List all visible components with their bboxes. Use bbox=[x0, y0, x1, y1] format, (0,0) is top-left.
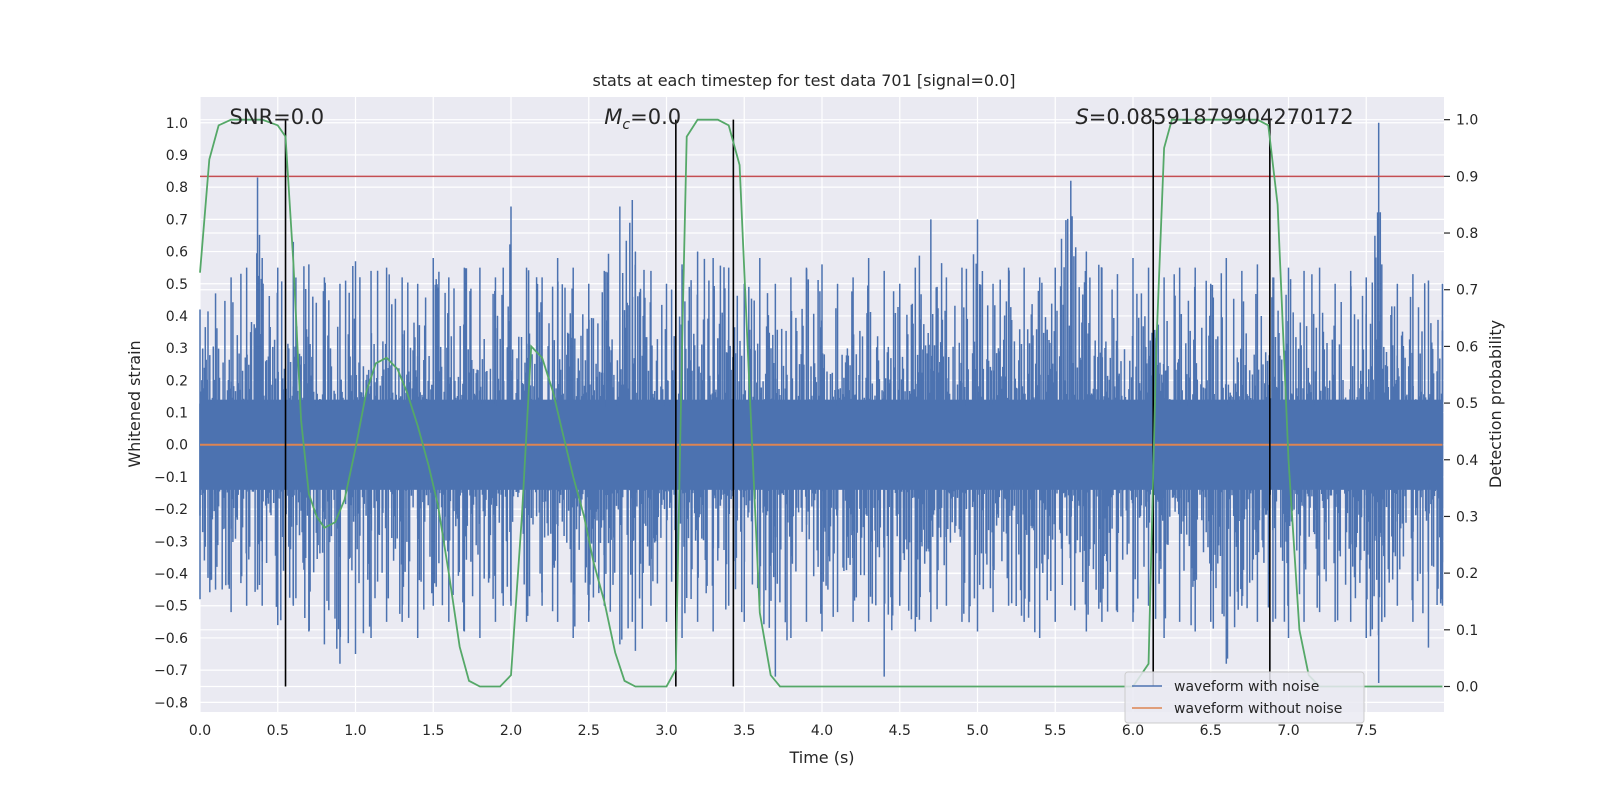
y-left-tick-label: 0.1 bbox=[166, 406, 188, 422]
legend-label-noise: waveform with noise bbox=[1174, 679, 1319, 695]
y-left-axis-ticks: −0.8 −0.7 −0.6 −0.5 −0.4 −0.3 −0.2 −0.1 0.0 0.1 0.… bbox=[154, 116, 188, 712]
annotation-symbol: S bbox=[1075, 105, 1088, 129]
x-tick-label: 0.0 bbox=[189, 723, 211, 739]
legend-box bbox=[1124, 671, 1365, 724]
x-tick-label: 4.0 bbox=[811, 723, 833, 739]
x-tick-label: 2.5 bbox=[578, 723, 600, 739]
y-right-tick-label: 1.0 bbox=[1456, 113, 1478, 129]
y-right-tick-label: 0.7 bbox=[1456, 283, 1478, 299]
y-left-tick-label: 0.5 bbox=[166, 277, 188, 293]
annotation-2: S=0.08591879904270172 bbox=[1075, 105, 1353, 129]
y-right-tick-label: 0.2 bbox=[1456, 566, 1478, 582]
x-tick-label: 6.0 bbox=[1122, 723, 1144, 739]
y-left-tick-label: −0.1 bbox=[154, 470, 188, 486]
y-left-tick-label: 0.8 bbox=[166, 180, 188, 196]
y-left-tick-label: 0.4 bbox=[166, 309, 188, 325]
x-axis-label: Time (s) bbox=[788, 748, 854, 767]
chart-title: stats at each timestep for test data 701… bbox=[592, 71, 1015, 90]
x-tick-label: 5.0 bbox=[966, 723, 988, 739]
x-axis-ticks: 0.0 0.5 1.0 1.5 2.0 2.5 3.0 3.5 4.0 4.5 5.0 5.5 6.0 6… bbox=[189, 723, 1378, 739]
annotation-0: SNR=0.0 bbox=[230, 105, 325, 129]
probability-series bbox=[199, 118, 1443, 688]
x-tick-label: 3.5 bbox=[733, 723, 755, 739]
vertical-markers bbox=[284, 119, 1271, 687]
x-tick-label: 3.0 bbox=[655, 723, 677, 739]
x-tick-label: 1.0 bbox=[344, 723, 366, 739]
y-right-tick-label: 0.6 bbox=[1456, 339, 1478, 355]
annotations: SNR=0.0 Mc=0.0 S=0.08591879904270172 bbox=[230, 105, 1354, 133]
y-left-tick-label: −0.5 bbox=[154, 599, 188, 615]
y-right-tick-label: 0.3 bbox=[1456, 509, 1478, 525]
y-left-tick-label: 0.6 bbox=[166, 245, 188, 261]
y-right-tick-label: 0.1 bbox=[1456, 623, 1478, 639]
y-right-tick-label: 0.9 bbox=[1456, 169, 1478, 185]
annotation-1: Mc=0.0 bbox=[604, 105, 681, 133]
y-left-tick-label: −0.2 bbox=[154, 502, 188, 518]
y-right-tick-label: 0.8 bbox=[1456, 226, 1478, 242]
y-left-tick-label: 1.0 bbox=[166, 116, 188, 132]
y-right-tick-label: 0.5 bbox=[1456, 396, 1478, 412]
y-left-tick-label: 0.0 bbox=[166, 438, 188, 454]
x-tick-label: 7.5 bbox=[1355, 723, 1377, 739]
y-left-tick-label: 0.7 bbox=[166, 212, 188, 228]
y-right-tick-label: 0.4 bbox=[1456, 453, 1478, 469]
y-left-tick-label: 0.3 bbox=[166, 341, 188, 357]
y-right-tick-label: 0.0 bbox=[1456, 679, 1478, 695]
y-right-axis-label: Detection probability bbox=[1486, 320, 1505, 488]
legend-label-clean: waveform without noise bbox=[1174, 701, 1342, 717]
y-left-tick-label: −0.3 bbox=[154, 534, 188, 550]
x-tick-label: 1.5 bbox=[422, 723, 444, 739]
y-left-tick-label: −0.7 bbox=[154, 663, 188, 679]
x-tick-label: 5.5 bbox=[1044, 723, 1066, 739]
probability-line bbox=[199, 118, 1443, 688]
x-tick-label: 6.5 bbox=[1200, 723, 1222, 739]
y-right-axis-ticks: 0.0 0.1 0.2 0.3 0.4 0.5 0.6 0.7 0.8 0.9 1.0 bbox=[1444, 113, 1478, 695]
x-tick-label: 4.5 bbox=[889, 723, 911, 739]
annotation-subscript: c bbox=[622, 117, 630, 133]
annotation-value: =0.08591879904270172 bbox=[1089, 105, 1354, 129]
annotation-symbol: M bbox=[604, 105, 622, 129]
y-left-tick-label: −0.4 bbox=[154, 567, 188, 583]
y-left-tick-label: 0.2 bbox=[166, 373, 188, 389]
y-left-axis-label: Whitened strain bbox=[125, 340, 144, 467]
y-left-tick-label: 0.9 bbox=[166, 148, 188, 164]
y-left-tick-label: −0.8 bbox=[154, 695, 188, 711]
legend: waveform with noise waveform without noi… bbox=[1124, 671, 1365, 724]
x-tick-label: 2.0 bbox=[500, 723, 522, 739]
x-tick-label: 7.0 bbox=[1277, 723, 1299, 739]
x-tick-label: 0.5 bbox=[267, 723, 289, 739]
y-left-tick-label: −0.6 bbox=[154, 631, 188, 647]
annotation-value: =0.0 bbox=[630, 105, 681, 129]
